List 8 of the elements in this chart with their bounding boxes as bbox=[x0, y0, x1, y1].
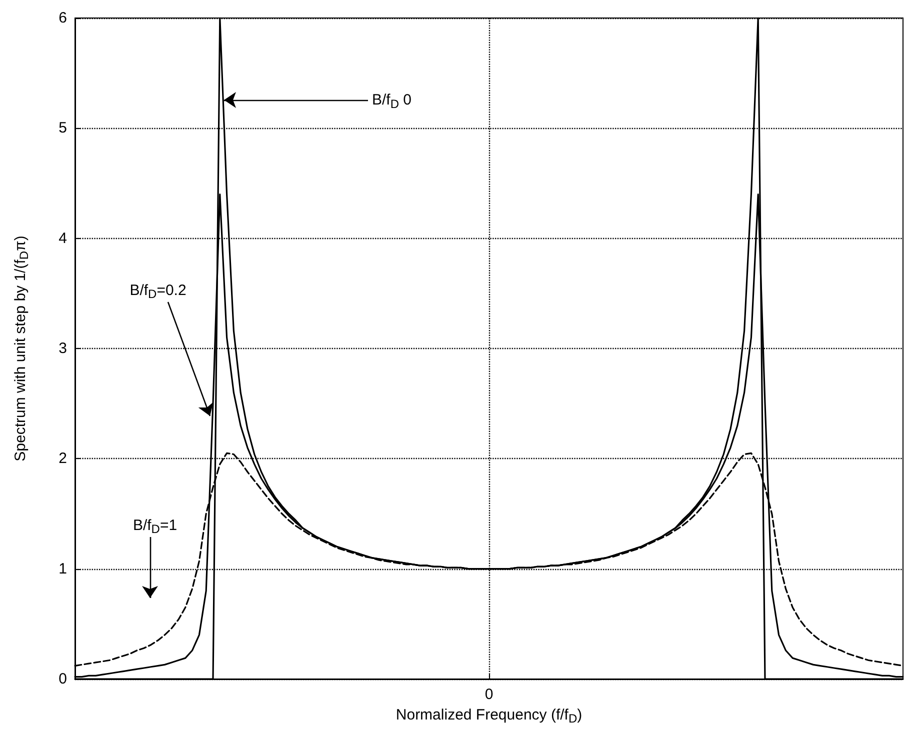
y-tick-label: 3 bbox=[58, 340, 67, 357]
y-tick-label: 2 bbox=[58, 450, 67, 468]
y-tick-label: 5 bbox=[58, 120, 67, 137]
y-tick-label: 0 bbox=[58, 670, 67, 688]
y-axis-title: Spectrum with unit step by 1/(fDπ) bbox=[12, 236, 31, 462]
y-tick-label: 1 bbox=[58, 560, 67, 578]
y-tick-label: 6 bbox=[58, 10, 67, 26]
y-tick-label: 4 bbox=[58, 230, 67, 247]
